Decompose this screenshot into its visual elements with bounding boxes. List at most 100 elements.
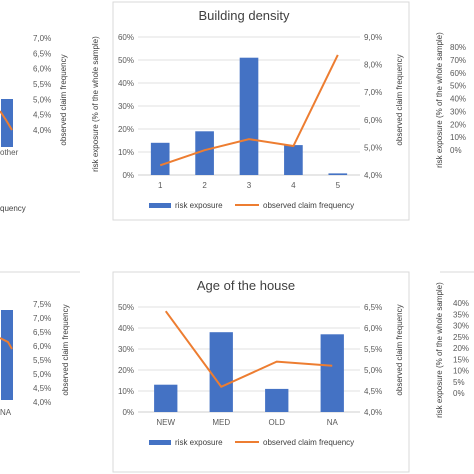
building-density-right-tick-label: 7,0% — [364, 88, 382, 97]
bottom-right-tick-label: 10% — [453, 367, 469, 376]
top-left-tick-label: 5,0% — [33, 95, 51, 104]
top-right-tick-label: 10% — [450, 133, 466, 142]
building-density-left-tick-label: 30% — [118, 102, 134, 111]
top-left-tick-label: 7,0% — [33, 34, 51, 43]
building-density-right-tick-label: 4,0% — [364, 171, 382, 180]
top-left-tick-label: 4,5% — [33, 111, 51, 120]
age-of-house-left-tick-label: 0% — [122, 408, 134, 417]
building-density-right-axis-label: observed claim frequency — [395, 54, 404, 145]
top-left-legend-fragment: quency — [0, 204, 26, 213]
age-of-house-left-tick-label: 10% — [118, 387, 134, 396]
building-density-left-tick-label: 0% — [122, 171, 134, 180]
age-of-house-left-tick-label: 40% — [118, 324, 134, 333]
bottom-left-partial-line — [0, 337, 13, 350]
top-left-tick-label: 6,0% — [33, 65, 51, 74]
building-density-bar — [150, 142, 170, 175]
bottom-left-tick-label: 5,5% — [33, 356, 51, 365]
building-density-left-tick-label: 50% — [118, 56, 134, 65]
top-left-tick-label: 5,5% — [33, 80, 51, 89]
bottom-left-tick-label: 6,5% — [33, 328, 51, 337]
building-density-x-tick-label: 5 — [336, 181, 341, 190]
building-density-bar — [328, 173, 348, 175]
building-density-left-tick-label: 60% — [118, 33, 134, 42]
top-left-partial-line — [0, 110, 13, 131]
bottom-right-tick-label: 35% — [453, 310, 469, 319]
top-right-tick-label: 40% — [450, 95, 466, 104]
bottom-left-tick-label: 4,0% — [33, 398, 51, 407]
building-density-left-axis-label: risk exposure (% of the whole sample) — [91, 36, 100, 172]
age-of-house-right-tick-label: 5,5% — [364, 345, 382, 354]
bottom-right-tick-label: 5% — [453, 378, 465, 387]
top-right-tick-label: 0% — [450, 146, 462, 155]
age-of-house-bar — [209, 332, 233, 412]
building-density-bar — [195, 131, 214, 175]
top-left-right-axis-label: observed claim frequency — [59, 54, 68, 145]
building-density-x-tick-label: 2 — [202, 181, 207, 190]
building-density-left-tick-label: 40% — [118, 79, 134, 88]
bottom-left-right-axis-label: observed claim frequency — [61, 304, 70, 395]
building-density-right-tick-label: 8,0% — [364, 61, 382, 70]
age-of-house-right-tick-label: 4,5% — [364, 387, 382, 396]
bottom-left-tick-label-na: NA — [0, 408, 12, 417]
bottom-left-tick-label: 5,0% — [33, 370, 51, 379]
building-density-left-tick-label: 10% — [118, 148, 134, 157]
building-density-legend-swatch-bar — [149, 203, 171, 208]
building-density-x-tick-label: 4 — [291, 181, 296, 190]
building-density-x-tick-label: 1 — [158, 181, 163, 190]
age-of-house-x-tick-label: MED — [212, 418, 230, 427]
bottom-left-tick-label: 6,0% — [33, 342, 51, 351]
age-of-house-bar — [320, 334, 344, 412]
top-left-tick-label: 4,0% — [33, 126, 51, 135]
age-of-house-legend-label-bar: risk exposure — [175, 438, 223, 447]
building-density-line-series — [159, 54, 339, 167]
age-of-house-x-tick-label: OLD — [269, 418, 286, 427]
bottom-right-tick-label: 0% — [453, 389, 465, 398]
bottom-left-tick-label: 4,5% — [33, 384, 51, 393]
age-of-house-right-tick-label: 6,5% — [364, 303, 382, 312]
top-left-tick-label-other: other — [0, 148, 19, 157]
bottom-right-left-axis-label: risk exposure (% of the whole sample) — [435, 282, 444, 418]
building-density-x-tick-label: 3 — [247, 181, 252, 190]
bottom-left-partial-bar — [1, 310, 13, 400]
top-right-tick-label: 60% — [450, 69, 466, 78]
bottom-left-tick-label: 7,0% — [33, 314, 51, 323]
bottom-right-tick-label: 30% — [453, 322, 469, 331]
chart-title-age-of-house: Age of the house — [197, 278, 295, 293]
top-right-tick-label: 30% — [450, 107, 466, 116]
bottom-right-tick-label: 20% — [453, 344, 469, 353]
building-density-legend-label-bar: risk exposure — [175, 201, 223, 210]
age-of-house-right-tick-label: 5,0% — [364, 366, 382, 375]
age-of-house-right-tick-label: 6,0% — [364, 324, 382, 333]
top-right-tick-label: 80% — [450, 43, 466, 52]
building-density-left-tick-label: 20% — [118, 125, 134, 134]
age-of-house-bar — [154, 384, 178, 412]
age-of-house-legend-label-line: observed claim frequency — [263, 438, 354, 447]
building-density-legend-label-line: observed claim frequency — [263, 201, 354, 210]
building-density-bar — [239, 57, 259, 176]
age-house-right-axis-label: observed claim frequency — [395, 304, 404, 395]
chart-title-building-density: Building density — [198, 8, 290, 23]
building-density-bar — [284, 145, 303, 175]
top-right-tick-label: 20% — [450, 120, 466, 129]
age-of-house-bar — [265, 388, 289, 412]
building-density-right-tick-label: 5,0% — [364, 143, 382, 152]
age-of-house-legend-swatch-bar — [149, 440, 171, 445]
top-left-tick-label: 6,5% — [33, 49, 51, 58]
building-density-right-tick-label: 9,0% — [364, 33, 382, 42]
top-right-tick-label: 70% — [450, 56, 466, 65]
building-density-right-tick-label: 6,0% — [364, 116, 382, 125]
age-of-house-x-tick-label: NEW — [156, 418, 175, 427]
bottom-right-tick-label: 15% — [453, 355, 469, 364]
panel-age-of-house-border — [112, 271, 410, 473]
bottom-right-tick-label: 40% — [453, 299, 469, 308]
top-right-left-axis-label: risk exposure (% of the whole sample) — [435, 32, 444, 168]
age-of-house-x-tick-label: NA — [327, 418, 339, 427]
top-right-tick-label: 50% — [450, 82, 466, 91]
age-of-house-left-tick-label: 20% — [118, 366, 134, 375]
bottom-left-tick-label: 7,5% — [33, 300, 51, 309]
age-of-house-right-tick-label: 4,0% — [364, 408, 382, 417]
age-of-house-line-series — [164, 310, 333, 389]
age-of-house-left-tick-label: 50% — [118, 303, 134, 312]
panel-building-density-border — [112, 1, 410, 221]
